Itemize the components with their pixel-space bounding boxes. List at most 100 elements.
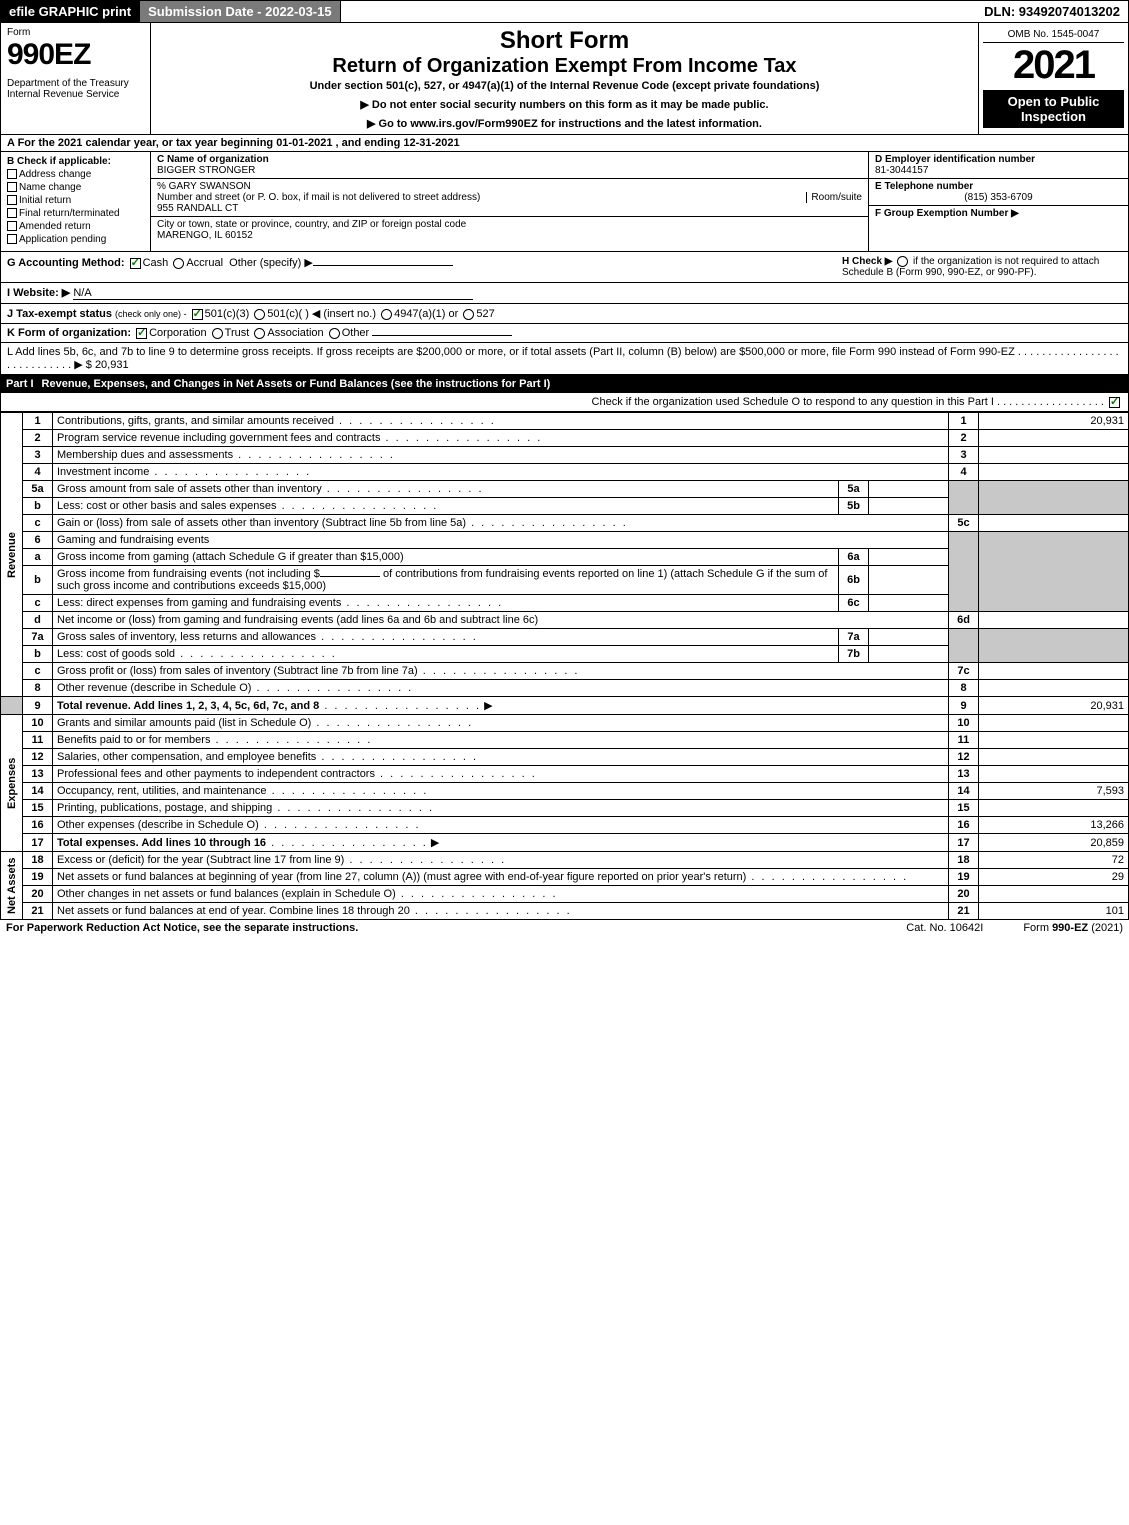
e-label: E Telephone number xyxy=(875,181,1122,192)
footer-right: Form 990-EZ (2021) xyxy=(1023,922,1123,934)
lbl-4947: 4947(a)(1) or xyxy=(394,308,458,320)
l16-amt: 13,266 xyxy=(979,817,1129,834)
l6d-num: d xyxy=(23,612,53,629)
chk-oth[interactable] xyxy=(329,328,340,339)
l7b-bval xyxy=(869,646,949,663)
line-a-text: A For the 2021 calendar year, or tax yea… xyxy=(7,137,460,149)
lbl-527: 527 xyxy=(476,308,494,320)
lines-table: Revenue 1 Contributions, gifts, grants, … xyxy=(0,412,1129,920)
l8-desc: Other revenue (describe in Schedule O) xyxy=(57,682,413,694)
omb-number: OMB No. 1545-0047 xyxy=(983,27,1124,43)
i-label: I Website: ▶ xyxy=(7,287,70,299)
part1-header: Part I Revenue, Expenses, and Changes in… xyxy=(0,375,1129,393)
l19-ln: 19 xyxy=(949,869,979,886)
l5b-num: b xyxy=(23,498,53,515)
l13-num: 13 xyxy=(23,766,53,783)
chk-501c3[interactable] xyxy=(192,309,203,320)
footer: For Paperwork Reduction Act Notice, see … xyxy=(0,920,1129,936)
l6c-desc: Less: direct expenses from gaming and fu… xyxy=(57,597,503,609)
l6c-box: 6c xyxy=(839,595,869,612)
tax-year: 2021 xyxy=(983,43,1124,88)
l9-num: 9 xyxy=(23,697,53,715)
section-bcd: B Check if applicable: Address change Na… xyxy=(0,152,1129,252)
opt-amended: Amended return xyxy=(19,221,91,232)
l12-num: 12 xyxy=(23,749,53,766)
l16-num: 16 xyxy=(23,817,53,834)
l12-amt xyxy=(979,749,1129,766)
chk-name[interactable] xyxy=(7,182,17,192)
l7a-box: 7a xyxy=(839,629,869,646)
l9-ln: 9 xyxy=(949,697,979,715)
l6d-ln: 6d xyxy=(949,612,979,629)
l4-desc: Investment income xyxy=(57,466,311,478)
l10-desc: Grants and similar amounts paid (list in… xyxy=(57,717,473,729)
l7b-box: 7b xyxy=(839,646,869,663)
chk-527[interactable] xyxy=(463,309,474,320)
l21-amt: 101 xyxy=(979,903,1129,920)
department: Department of the Treasury Internal Reve… xyxy=(7,78,144,100)
city: MARENGO, IL 60152 xyxy=(157,230,862,241)
irs-link[interactable]: ▶ Go to www.irs.gov/Form990EZ for instru… xyxy=(367,118,762,130)
submission-date: Submission Date - 2022-03-15 xyxy=(140,1,341,22)
l6b-bval xyxy=(869,566,949,595)
l3-ln: 3 xyxy=(949,447,979,464)
l4-amt xyxy=(979,464,1129,481)
l6c-num: c xyxy=(23,595,53,612)
chk-pending[interactable] xyxy=(7,234,17,244)
room-label: Room/suite xyxy=(806,192,862,203)
l7c-num: c xyxy=(23,663,53,680)
chk-trust[interactable] xyxy=(212,328,223,339)
chk-schedule-o[interactable] xyxy=(1109,397,1120,408)
chk-address[interactable] xyxy=(7,169,17,179)
l20-num: 20 xyxy=(23,886,53,903)
l9-desc: Total revenue. Add lines 1, 2, 3, 4, 5c,… xyxy=(57,700,319,712)
chk-corp[interactable] xyxy=(136,328,147,339)
l4-ln: 4 xyxy=(949,464,979,481)
l2-num: 2 xyxy=(23,430,53,447)
chk-amended[interactable] xyxy=(7,221,17,231)
part1-check: Check if the organization used Schedule … xyxy=(0,393,1129,412)
l3-desc: Membership dues and assessments xyxy=(57,449,395,461)
l18-ln: 18 xyxy=(949,852,979,869)
l12-desc: Salaries, other compensation, and employ… xyxy=(57,751,478,763)
form-number: 990EZ xyxy=(7,38,144,72)
line-a: A For the 2021 calendar year, or tax yea… xyxy=(0,135,1129,152)
l20-desc: Other changes in net assets or fund bala… xyxy=(57,888,558,900)
chk-assoc[interactable] xyxy=(254,328,265,339)
l15-desc: Printing, publications, postage, and shi… xyxy=(57,802,434,814)
j-sm: (check only one) - xyxy=(115,309,187,319)
l19-amt: 29 xyxy=(979,869,1129,886)
short-form-title: Short Form xyxy=(159,27,970,55)
l21-desc: Net assets or fund balances at end of ye… xyxy=(57,905,572,917)
chk-accrual[interactable] xyxy=(173,258,184,269)
l18-desc: Excess or (deficit) for the year (Subtra… xyxy=(57,854,506,866)
l2-amt xyxy=(979,430,1129,447)
l3-amt xyxy=(979,447,1129,464)
website: N/A xyxy=(73,287,473,300)
chk-h[interactable] xyxy=(897,256,908,267)
lbl-assoc: Association xyxy=(267,327,323,339)
opt-final: Final return/terminated xyxy=(19,208,120,219)
l19-desc: Net assets or fund balances at beginning… xyxy=(57,871,908,883)
l20-ln: 20 xyxy=(949,886,979,903)
header-center: Short Form Return of Organization Exempt… xyxy=(151,23,978,134)
l6a-num: a xyxy=(23,549,53,566)
l7a-num: 7a xyxy=(23,629,53,646)
f-label: F Group Exemption Number ▶ xyxy=(875,208,1122,219)
l6a-box: 6a xyxy=(839,549,869,566)
chk-4947[interactable] xyxy=(381,309,392,320)
chk-cash[interactable] xyxy=(130,258,141,269)
netassets-label: Net Assets xyxy=(1,852,23,920)
l6-desc: Gaming and fundraising events xyxy=(53,532,949,549)
l20-amt xyxy=(979,886,1129,903)
l4-num: 4 xyxy=(23,464,53,481)
l5b-box: 5b xyxy=(839,498,869,515)
lbl-accrual: Accrual xyxy=(186,257,223,269)
chk-final[interactable] xyxy=(7,208,17,218)
l8-amt xyxy=(979,680,1129,697)
l5c-desc: Gain or (loss) from sale of assets other… xyxy=(57,517,628,529)
chk-501c[interactable] xyxy=(254,309,265,320)
org-name: BIGGER STRONGER xyxy=(157,165,862,176)
chk-initial[interactable] xyxy=(7,195,17,205)
inspection-badge: Open to Public Inspection xyxy=(983,90,1124,128)
